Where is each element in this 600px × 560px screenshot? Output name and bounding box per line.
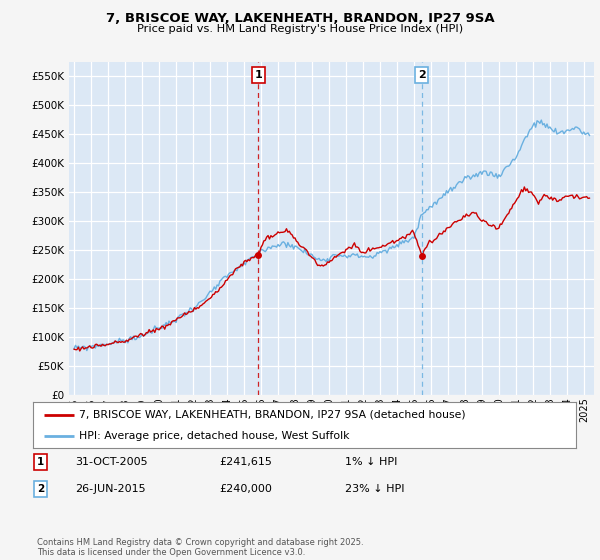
Text: HPI: Average price, detached house, West Suffolk: HPI: Average price, detached house, West… (79, 431, 350, 441)
Text: 31-OCT-2005: 31-OCT-2005 (75, 457, 148, 467)
Text: 23% ↓ HPI: 23% ↓ HPI (345, 484, 404, 494)
Text: 2: 2 (37, 484, 44, 494)
Text: 7, BRISCOE WAY, LAKENHEATH, BRANDON, IP27 9SA: 7, BRISCOE WAY, LAKENHEATH, BRANDON, IP2… (106, 12, 494, 25)
Text: Contains HM Land Registry data © Crown copyright and database right 2025.
This d: Contains HM Land Registry data © Crown c… (37, 538, 364, 557)
Text: 2: 2 (418, 70, 425, 80)
Text: 7, BRISCOE WAY, LAKENHEATH, BRANDON, IP27 9SA (detached house): 7, BRISCOE WAY, LAKENHEATH, BRANDON, IP2… (79, 410, 466, 420)
Text: 26-JUN-2015: 26-JUN-2015 (75, 484, 146, 494)
Text: 1: 1 (254, 70, 262, 80)
Text: £241,615: £241,615 (219, 457, 272, 467)
Text: Price paid vs. HM Land Registry's House Price Index (HPI): Price paid vs. HM Land Registry's House … (137, 24, 463, 34)
Text: £240,000: £240,000 (219, 484, 272, 494)
Text: 1: 1 (37, 457, 44, 467)
Text: 1% ↓ HPI: 1% ↓ HPI (345, 457, 397, 467)
